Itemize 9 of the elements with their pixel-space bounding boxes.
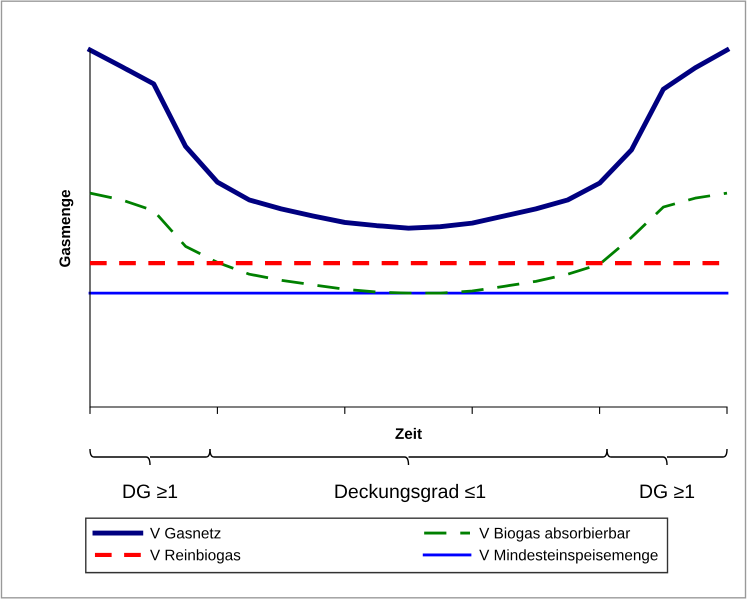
y-axis-title: Gasmenge	[59, 190, 74, 267]
legend-label: V Gasnetz	[150, 528, 221, 539]
text: DG ≥1	[640, 484, 694, 498]
text: DG ≥1	[124, 484, 178, 498]
legend-label: V Biogas absorbierbar	[479, 527, 630, 542]
legend-label: V Reinbiogas	[150, 549, 240, 564]
x-axis-title: Zeit	[395, 428, 422, 440]
legend-label: V Mindesteinspeisemenge	[479, 549, 658, 564]
text: Deckungsgrad ≤1	[335, 484, 486, 502]
